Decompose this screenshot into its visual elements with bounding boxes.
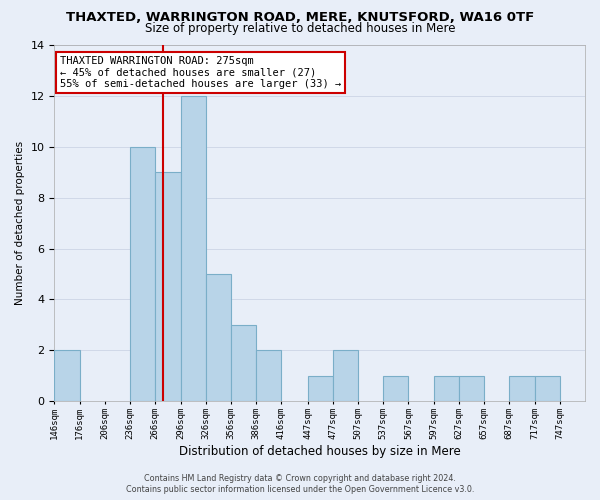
- Bar: [55, 350, 80, 401]
- Bar: [535, 376, 560, 401]
- X-axis label: Distribution of detached houses by size in Mere: Distribution of detached houses by size …: [179, 444, 461, 458]
- Bar: [308, 376, 333, 401]
- Bar: [130, 147, 155, 401]
- Bar: [383, 376, 409, 401]
- Bar: [509, 376, 535, 401]
- Text: Size of property relative to detached houses in Mere: Size of property relative to detached ho…: [145, 22, 455, 35]
- Y-axis label: Number of detached properties: Number of detached properties: [15, 141, 25, 305]
- Bar: [206, 274, 231, 401]
- Bar: [231, 325, 256, 401]
- Bar: [434, 376, 459, 401]
- Bar: [256, 350, 281, 401]
- Bar: [155, 172, 181, 401]
- Bar: [459, 376, 484, 401]
- Text: THAXTED WARRINGTON ROAD: 275sqm
← 45% of detached houses are smaller (27)
55% of: THAXTED WARRINGTON ROAD: 275sqm ← 45% of…: [60, 56, 341, 89]
- Text: Contains HM Land Registry data © Crown copyright and database right 2024.
Contai: Contains HM Land Registry data © Crown c…: [126, 474, 474, 494]
- Bar: [333, 350, 358, 401]
- Bar: [181, 96, 206, 401]
- Text: THAXTED, WARRINGTON ROAD, MERE, KNUTSFORD, WA16 0TF: THAXTED, WARRINGTON ROAD, MERE, KNUTSFOR…: [66, 11, 534, 24]
